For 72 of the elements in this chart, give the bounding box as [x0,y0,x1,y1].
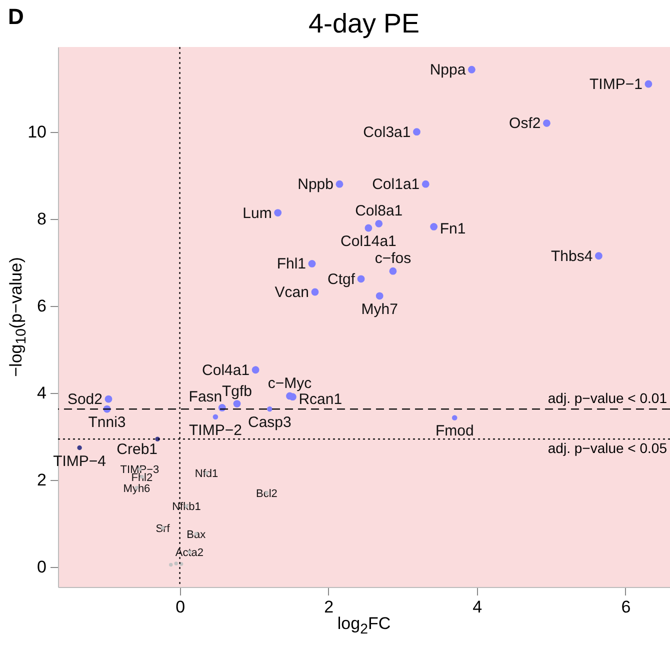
point [252,366,260,374]
ref-line-label: adj. p−value < 0.05 [548,440,668,456]
ref-line-label: adj. p−value < 0.01 [548,390,668,406]
annotation: TIMP−1 [590,76,642,93]
x-tick-label: 2 [324,598,334,616]
point [267,406,272,412]
annotation: Col3a1 [363,124,411,141]
y-tick-label: 6 [37,296,46,316]
point [212,414,218,420]
point [430,223,438,230]
point [233,400,241,408]
point [104,395,112,403]
x-tick-label: 0 [176,598,186,616]
point [389,267,397,275]
x-axis-title: log$_{2}$FC [337,614,391,638]
annotation: Ctgf [328,270,356,288]
point [336,180,344,188]
annotation: Thbs4 [550,248,593,265]
x-tick-label: 4 [472,598,482,616]
annotation: Myh7 [361,300,398,318]
annotation: Nppa [430,62,466,79]
annotation: TIMP−4 [53,452,106,470]
annotation: Col14a1 [340,233,396,250]
annotation: Osf2 [509,115,541,132]
annotation: Nfkb1 [172,501,201,514]
point [169,562,173,567]
annotation: Srf [156,522,171,535]
x-tick-label: 6 [621,598,631,616]
annotation: Lum [242,204,272,222]
annotation: Vcan [274,284,309,301]
annotation: Fasn [188,388,222,406]
annotation: c−fos [374,250,412,268]
point [594,252,602,260]
annotation: Col4a1 [202,362,250,379]
annotation: Fn1 [440,220,466,238]
annotation: Col8a1 [355,202,403,220]
annotation: Tgfb [222,382,252,400]
annotation: Creb1 [116,441,158,458]
point [452,415,458,420]
point [364,224,372,232]
point [274,209,282,216]
point [543,119,550,127]
point [77,445,82,450]
point [174,562,178,566]
annotation: c−Myc [268,374,312,392]
annotation: Bcl2 [256,488,278,500]
annotation: TIMP−2 [188,422,242,439]
point [644,80,652,88]
point [311,288,319,296]
annotation: Fhl1 [276,256,306,273]
point [413,128,420,136]
y-tick-label: 8 [37,209,46,228]
chart-title: 4-day PE [308,8,420,38]
annotation: Casp3 [248,414,292,432]
y-tick-label: 0 [37,557,46,576]
y-tick-label: 4 [37,383,46,402]
y-tick-label: 2 [37,470,46,490]
annotation: Fmod [435,422,474,440]
point [308,260,316,268]
annotation: Rcan1 [298,390,342,408]
annotation: Col1a1 [372,176,420,194]
annotation: Tnni3 [88,414,126,432]
annotation: Nppb [298,176,334,194]
annotation: Myh6 [123,482,150,495]
point [357,275,365,283]
point [468,66,476,74]
annotation: Sod2 [67,391,103,408]
point [375,220,383,228]
point [422,180,430,188]
y-tick-label: 10 [28,122,46,142]
point [376,292,384,300]
text: D [8,4,24,30]
